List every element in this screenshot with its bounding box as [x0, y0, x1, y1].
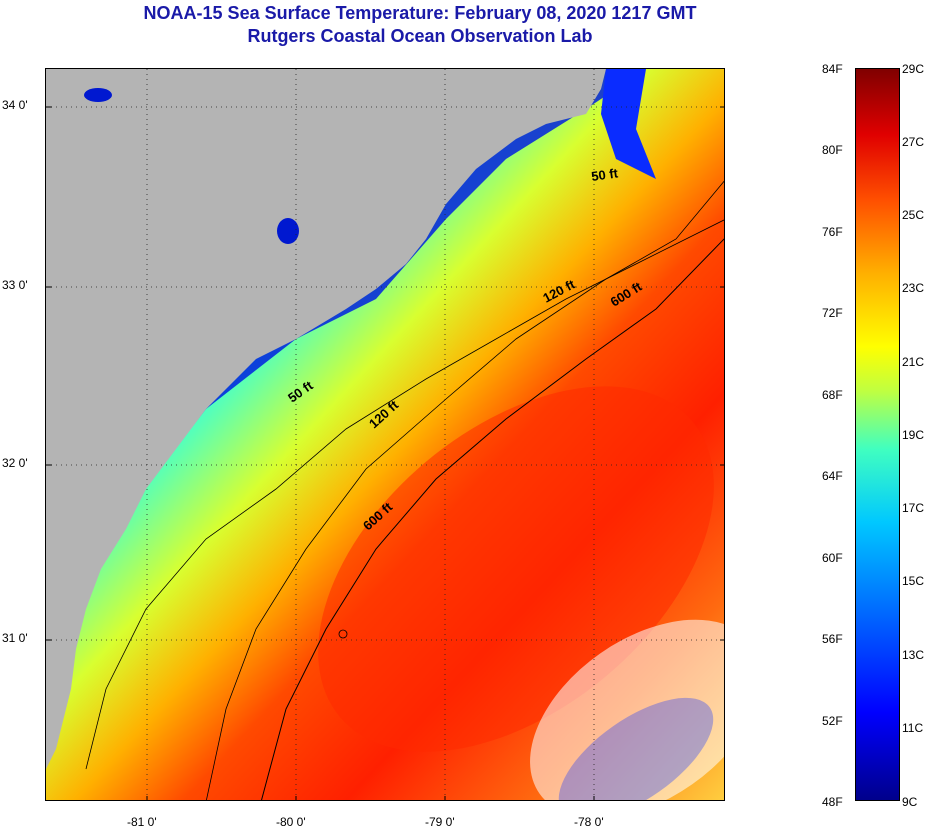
- lon-label: -80 0': [276, 815, 306, 829]
- colorbar-f-label: 72F: [822, 306, 843, 320]
- lon-label: -78 0': [574, 815, 604, 829]
- estuary: [601, 69, 656, 179]
- colorbar-c-label: 17C: [902, 501, 925, 515]
- axis-ticks: [46, 106, 724, 800]
- colorbar-c-label: 23C: [902, 281, 925, 295]
- map-title: NOAA-15 Sea Surface Temperature: Februar…: [143, 3, 697, 23]
- lat-label: 34 0': [2, 98, 28, 112]
- colorbar-c-label: 11C: [902, 721, 924, 735]
- colorbar-f-label: 80F: [822, 143, 843, 157]
- colorbar-c-label: 9C: [902, 795, 918, 809]
- lon-label: -81 0': [127, 815, 157, 829]
- contour-label: 50 ft: [590, 165, 619, 184]
- colorbar-c-label: 29C: [902, 62, 925, 76]
- lat-label: 32 0': [2, 456, 28, 470]
- contour-120ft: [206, 180, 724, 800]
- map-subtitle: Rutgers Coastal Ocean Observation Lab: [247, 26, 593, 46]
- lat-label: 31 0': [2, 631, 28, 645]
- colorbar-f-label: 84F: [822, 62, 843, 76]
- colorbar-c-label: 13C: [902, 648, 925, 662]
- cloud-cover: [530, 619, 724, 800]
- colorbar-c-label: 15C: [902, 574, 925, 588]
- lat-label: 33 0': [2, 278, 28, 292]
- colorbar-f-label: 56F: [822, 632, 843, 646]
- lake: [277, 218, 299, 244]
- colorbar-c-label: 27C: [902, 135, 925, 149]
- temperature-colorbar: [855, 68, 900, 801]
- lon-label: -79 0': [425, 815, 455, 829]
- colorbar-f-label: 64F: [822, 469, 843, 483]
- sst-map[interactable]: 50 ft 50 ft 120 ft 120 ft 600 ft 600 ft: [45, 68, 725, 801]
- colorbar-f-label: 60F: [822, 551, 843, 565]
- colorbar-f-label: 76F: [822, 225, 843, 239]
- lake: [84, 88, 112, 102]
- colorbar-f-label: 52F: [822, 714, 843, 728]
- colorbar-c-label: 21C: [902, 355, 925, 369]
- colorbar-c-label: 25C: [902, 208, 925, 222]
- colorbar-f-label: 48F: [822, 795, 843, 809]
- colorbar-c-label: 19C: [902, 428, 925, 442]
- graticule: [46, 69, 724, 800]
- sst-map-canvas: 50 ft 50 ft 120 ft 120 ft 600 ft 600 ft: [46, 69, 724, 800]
- contour-600ft: [261, 238, 724, 800]
- land-mass: [46, 69, 606, 769]
- cloud-blue-noise: [558, 697, 714, 800]
- contour-50ft: [85, 219, 724, 770]
- buoy-marker: [338, 629, 348, 639]
- colorbar-f-label: 68F: [822, 388, 843, 402]
